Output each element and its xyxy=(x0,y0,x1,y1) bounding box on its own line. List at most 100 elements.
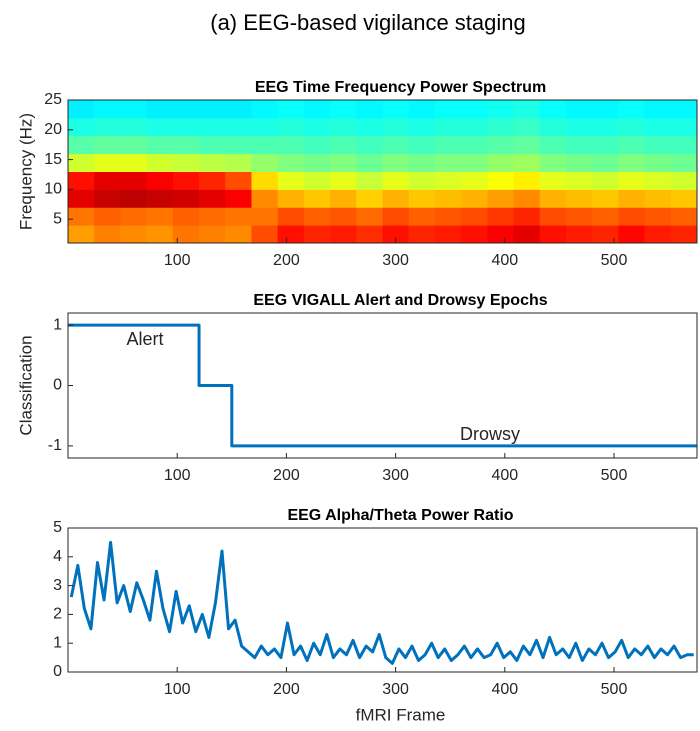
heatmap-cell xyxy=(434,100,462,119)
heatmap-cell xyxy=(225,207,252,226)
heatmap-cell xyxy=(277,100,305,119)
heatmap-cell xyxy=(303,117,331,137)
heatmap-cell xyxy=(120,153,148,172)
heatmap-cell xyxy=(513,100,541,119)
x-tick-label: 500 xyxy=(601,467,628,484)
heatmap-cell xyxy=(225,189,252,208)
heatmap-cell xyxy=(408,135,436,155)
x-tick-label: 500 xyxy=(601,252,628,269)
heatmap-cell xyxy=(592,225,619,244)
heatmap-cell xyxy=(225,225,252,244)
annotation: Alert xyxy=(126,329,163,349)
heatmap-cell xyxy=(303,171,331,190)
heatmap-cell xyxy=(487,207,515,226)
heatmap-cell xyxy=(146,153,174,172)
heatmap-cell xyxy=(68,225,95,244)
heatmap-cell xyxy=(199,153,226,172)
heatmap-cell xyxy=(172,100,200,119)
heatmap-cell xyxy=(68,117,95,137)
heatmap-cell xyxy=(199,225,226,244)
heatmap-cell xyxy=(592,135,619,155)
heatmap-cell xyxy=(94,153,121,172)
heatmap-cell xyxy=(539,100,567,119)
heatmap-cell xyxy=(330,100,357,119)
heatmap-cell xyxy=(382,189,410,208)
heatmap-cell xyxy=(120,189,148,208)
heatmap-cell xyxy=(225,153,252,172)
heatmap-cell xyxy=(68,189,95,208)
heatmap-cell xyxy=(539,153,567,172)
x-tick-label: 500 xyxy=(601,681,628,698)
heatmap-cell xyxy=(330,117,357,137)
y-tick-label: 1 xyxy=(53,634,62,651)
heatmap-cell xyxy=(68,135,95,155)
figure-title: (a) EEG-based vigilance staging xyxy=(210,10,526,35)
heatmap-cell xyxy=(277,171,305,190)
heatmap-cell xyxy=(382,153,410,172)
heatmap-cell xyxy=(513,207,541,226)
heatmap-cell xyxy=(356,153,383,172)
x-tick-label: 300 xyxy=(382,681,409,698)
heatmap-cell xyxy=(146,207,174,226)
heatmap-cell xyxy=(461,207,488,226)
heatmap-cell xyxy=(251,171,279,190)
y-tick-label: 10 xyxy=(44,181,62,198)
heatmap-cell xyxy=(277,153,305,172)
heatmap-cell xyxy=(670,153,698,172)
x-tick-label: 300 xyxy=(382,252,409,269)
heatmap-cell xyxy=(670,171,698,190)
y-tick-label: 5 xyxy=(53,210,62,227)
x-tick-label: 200 xyxy=(273,681,300,698)
heatmap-cell xyxy=(565,189,593,208)
heatmap-cell xyxy=(94,117,121,137)
x-tick-label: 200 xyxy=(273,252,300,269)
heatmap-cell xyxy=(644,117,672,137)
heatmap-cell xyxy=(251,153,279,172)
heatmap-cell xyxy=(356,135,383,155)
heatmap-cell xyxy=(330,207,357,226)
heatmap-cell xyxy=(382,207,410,226)
x-tick-label: 100 xyxy=(164,467,191,484)
heatmap-cell xyxy=(330,135,357,155)
heatmap-cell xyxy=(565,207,593,226)
heatmap-cell xyxy=(382,171,410,190)
heatmap-cell xyxy=(670,135,698,155)
heatmap-cell xyxy=(461,171,488,190)
heatmap-cell xyxy=(592,117,619,137)
y-tick-label: 0 xyxy=(53,663,62,680)
heatmap-cell xyxy=(356,117,383,137)
heatmap-cell xyxy=(199,171,226,190)
heatmap-cell xyxy=(487,135,515,155)
heatmap-cell xyxy=(172,135,200,155)
heatmap-cell xyxy=(146,135,174,155)
heatmap-cell xyxy=(120,100,148,119)
heatmap-cell xyxy=(172,117,200,137)
heatmap-cell xyxy=(487,153,515,172)
heatmap-cell xyxy=(120,135,148,155)
heatmap-cell xyxy=(644,153,672,172)
heatmap-cell xyxy=(592,100,619,119)
heatmap-cell xyxy=(539,171,567,190)
heatmap-cell xyxy=(251,135,279,155)
heatmap-cell xyxy=(565,171,593,190)
heatmap-cell xyxy=(251,225,279,244)
heatmap-cell xyxy=(434,225,462,244)
heatmap-cell xyxy=(670,225,698,244)
x-tick-label: 400 xyxy=(491,681,518,698)
heatmap-cell xyxy=(146,171,174,190)
heatmap-cell xyxy=(146,117,174,137)
heatmap-cell xyxy=(199,100,226,119)
heatmap-cell xyxy=(513,153,541,172)
heatmap-cell xyxy=(513,225,541,244)
y-tick-label: 1 xyxy=(53,316,62,333)
heatmap-cell xyxy=(225,100,252,119)
heatmap-cell xyxy=(644,207,672,226)
heatmap-cell xyxy=(565,100,593,119)
heatmap-cell xyxy=(487,117,515,137)
heatmap-cell xyxy=(434,207,462,226)
heatmap-cell xyxy=(565,117,593,137)
heatmap-cell xyxy=(539,207,567,226)
heatmap-cell xyxy=(434,171,462,190)
heatmap-cell xyxy=(120,117,148,137)
heatmap-cell xyxy=(382,100,410,119)
